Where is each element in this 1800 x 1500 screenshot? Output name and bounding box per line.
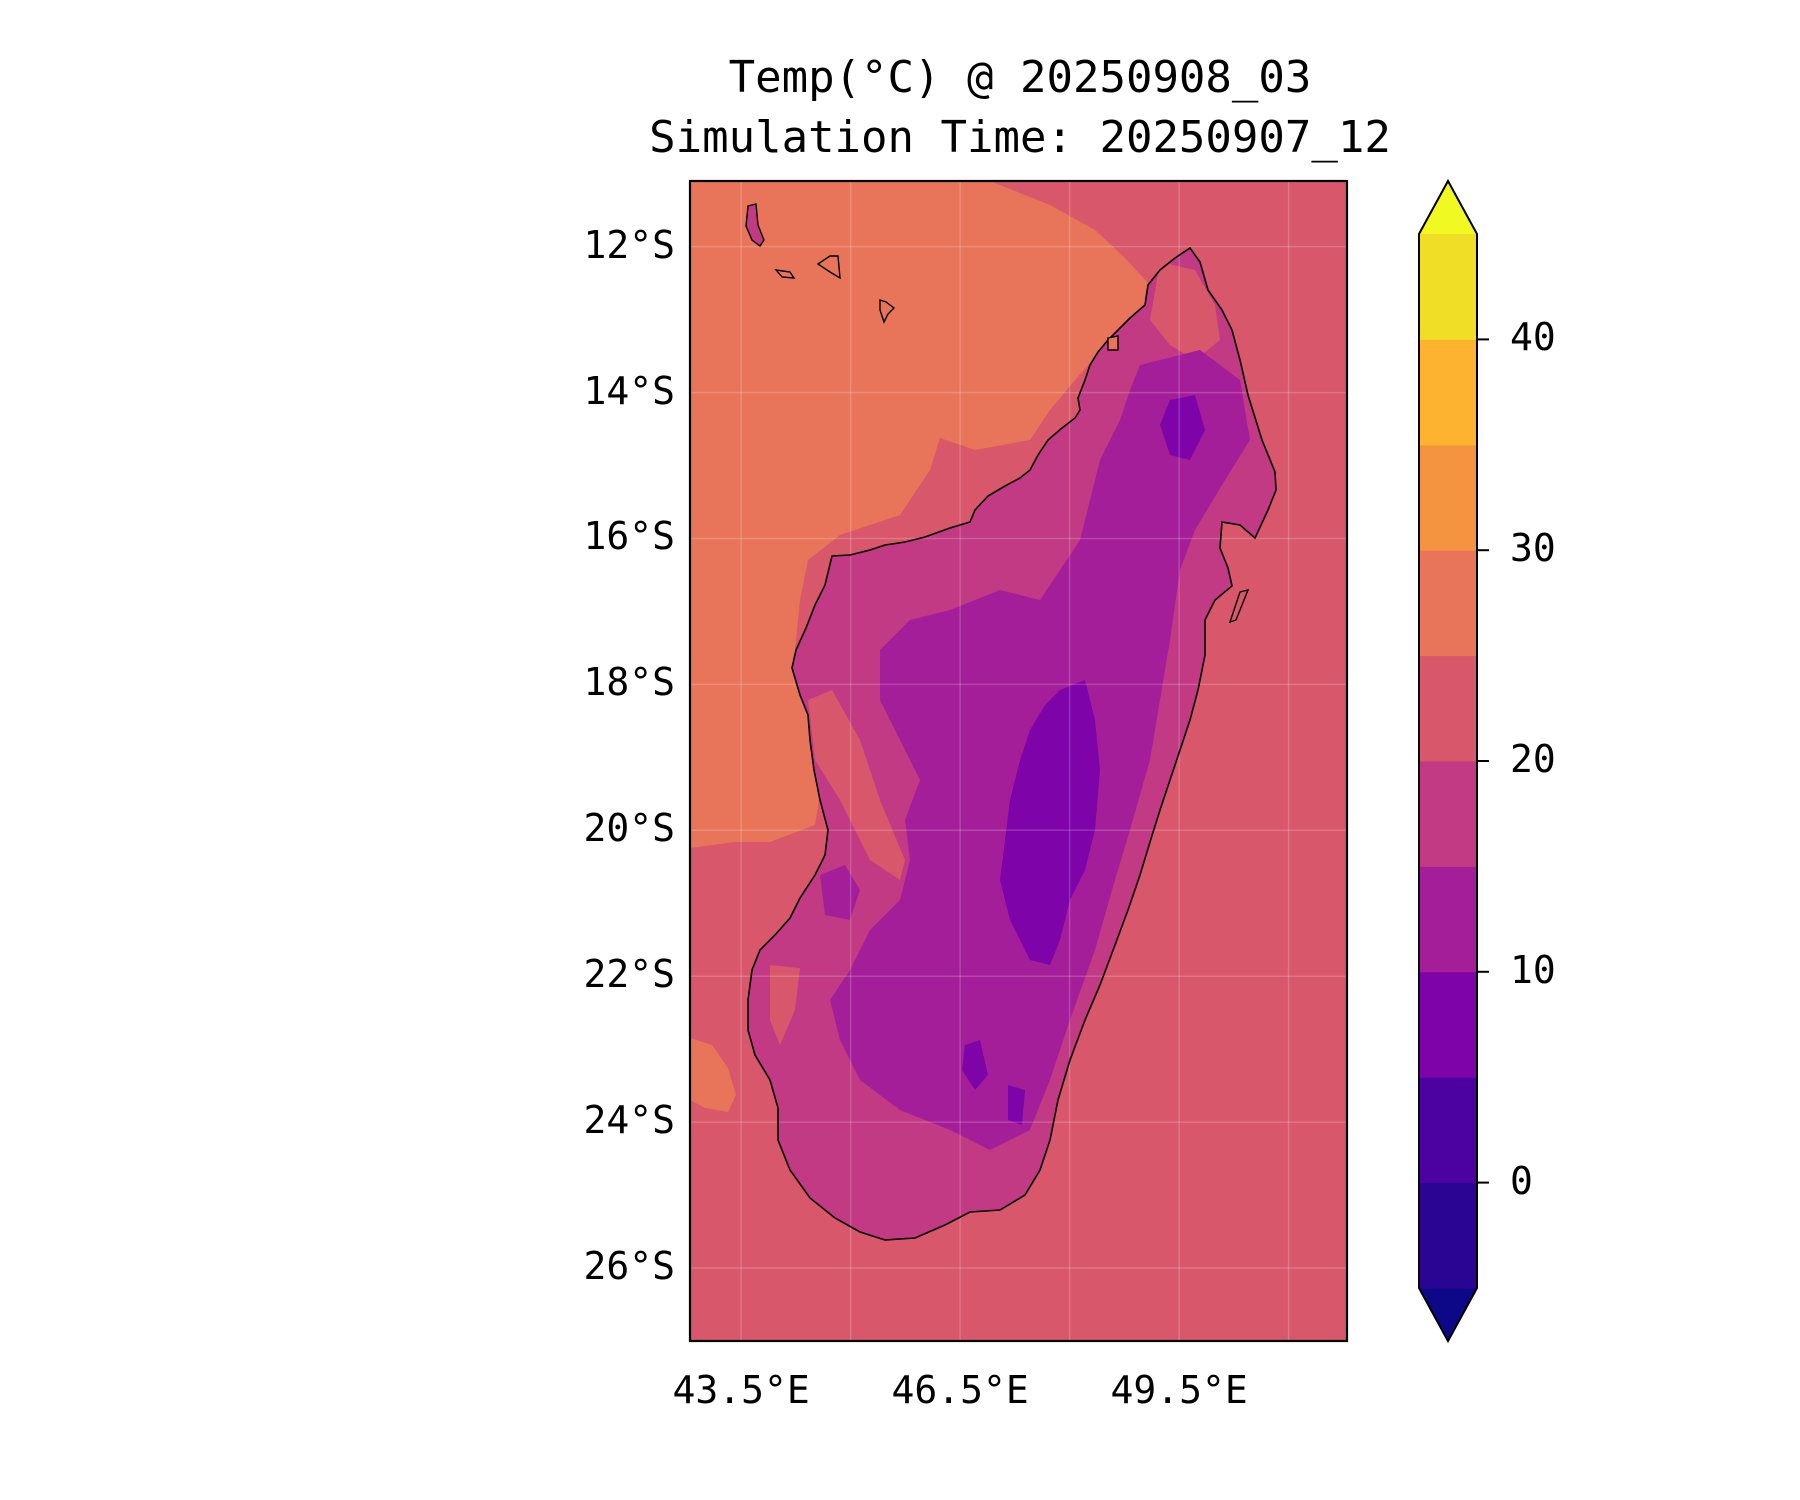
x-tick-label: 49.5°E — [1110, 1368, 1248, 1412]
colorbar-tick-label: 30 — [1510, 526, 1556, 571]
colorbar-segment — [1419, 971, 1477, 1078]
map-subtitle: Simulation Time: 20250907_12 — [649, 112, 1391, 163]
nosy-be-island — [1107, 335, 1119, 351]
temperature-field — [690, 181, 1347, 1341]
colorbar-outline — [1418, 178, 1478, 1344]
colorbar-segment — [1419, 655, 1477, 762]
x-tick-label: 46.5°E — [891, 1368, 1029, 1412]
colorbar-segment — [1419, 444, 1477, 551]
land-band-5-10-central — [1000, 680, 1100, 965]
colorbar-tick-label: 0 — [1510, 1158, 1533, 1203]
y-tick-label: 12°S — [583, 222, 675, 267]
colorbar-segment — [1419, 550, 1477, 657]
comoros-island-mayotte — [879, 299, 896, 324]
map-frame — [688, 179, 1349, 1343]
colorbar-extend-min — [1419, 1288, 1477, 1341]
colorbar-segment — [1419, 339, 1477, 446]
land-band-20-25-north — [1150, 262, 1220, 360]
sainte-marie-island — [1228, 588, 1250, 624]
ocean-band-25-30 — [690, 181, 1150, 848]
land-band-5-10-se — [1008, 1085, 1025, 1125]
colorbar-segment — [1419, 1182, 1477, 1289]
colorbar-tick-label: 40 — [1510, 315, 1556, 360]
colorbar — [1418, 178, 1489, 1344]
y-tick-label: 24°S — [583, 1098, 675, 1143]
colorbar-segment — [1419, 234, 1477, 340]
y-tick-label: 18°S — [583, 660, 675, 705]
colorbar-tick-label: 20 — [1510, 737, 1556, 781]
y-tick-label: 16°S — [583, 514, 675, 559]
comoros-island-moheli — [774, 269, 796, 279]
colorbar-segment — [1419, 866, 1477, 973]
land-band-20-25-west — [808, 690, 905, 880]
map-title: Temp(°C) @ 20250908_03 — [728, 52, 1312, 103]
land-band-10-15-west — [820, 865, 860, 920]
colorbar-tick-label: 10 — [1510, 947, 1556, 992]
colorbar-segment — [1419, 761, 1477, 867]
colorbar-extend-max — [1419, 181, 1477, 234]
y-tick-label: 26°S — [583, 1244, 675, 1289]
comoros-island-anjouan — [816, 255, 841, 280]
comoros-island-grande — [745, 203, 765, 248]
y-tick-label: 14°S — [583, 368, 675, 413]
map-grid — [690, 181, 1347, 1341]
land-band-5-10-south — [962, 1040, 988, 1090]
x-tick-label: 43.5°E — [672, 1368, 810, 1412]
ocean-band-25-30-south — [690, 1038, 736, 1112]
y-tick-label: 22°S — [583, 952, 675, 997]
land-band-5-10 — [1160, 395, 1205, 460]
y-tick-label: 20°S — [583, 806, 675, 851]
colorbar-segment — [1419, 1077, 1477, 1184]
land-band-20-25-sw — [770, 965, 800, 1045]
